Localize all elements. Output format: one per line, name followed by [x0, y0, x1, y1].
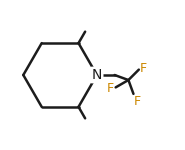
Text: F: F	[134, 95, 141, 108]
Text: N: N	[92, 68, 102, 82]
Text: F: F	[107, 82, 114, 95]
Text: F: F	[140, 62, 147, 75]
